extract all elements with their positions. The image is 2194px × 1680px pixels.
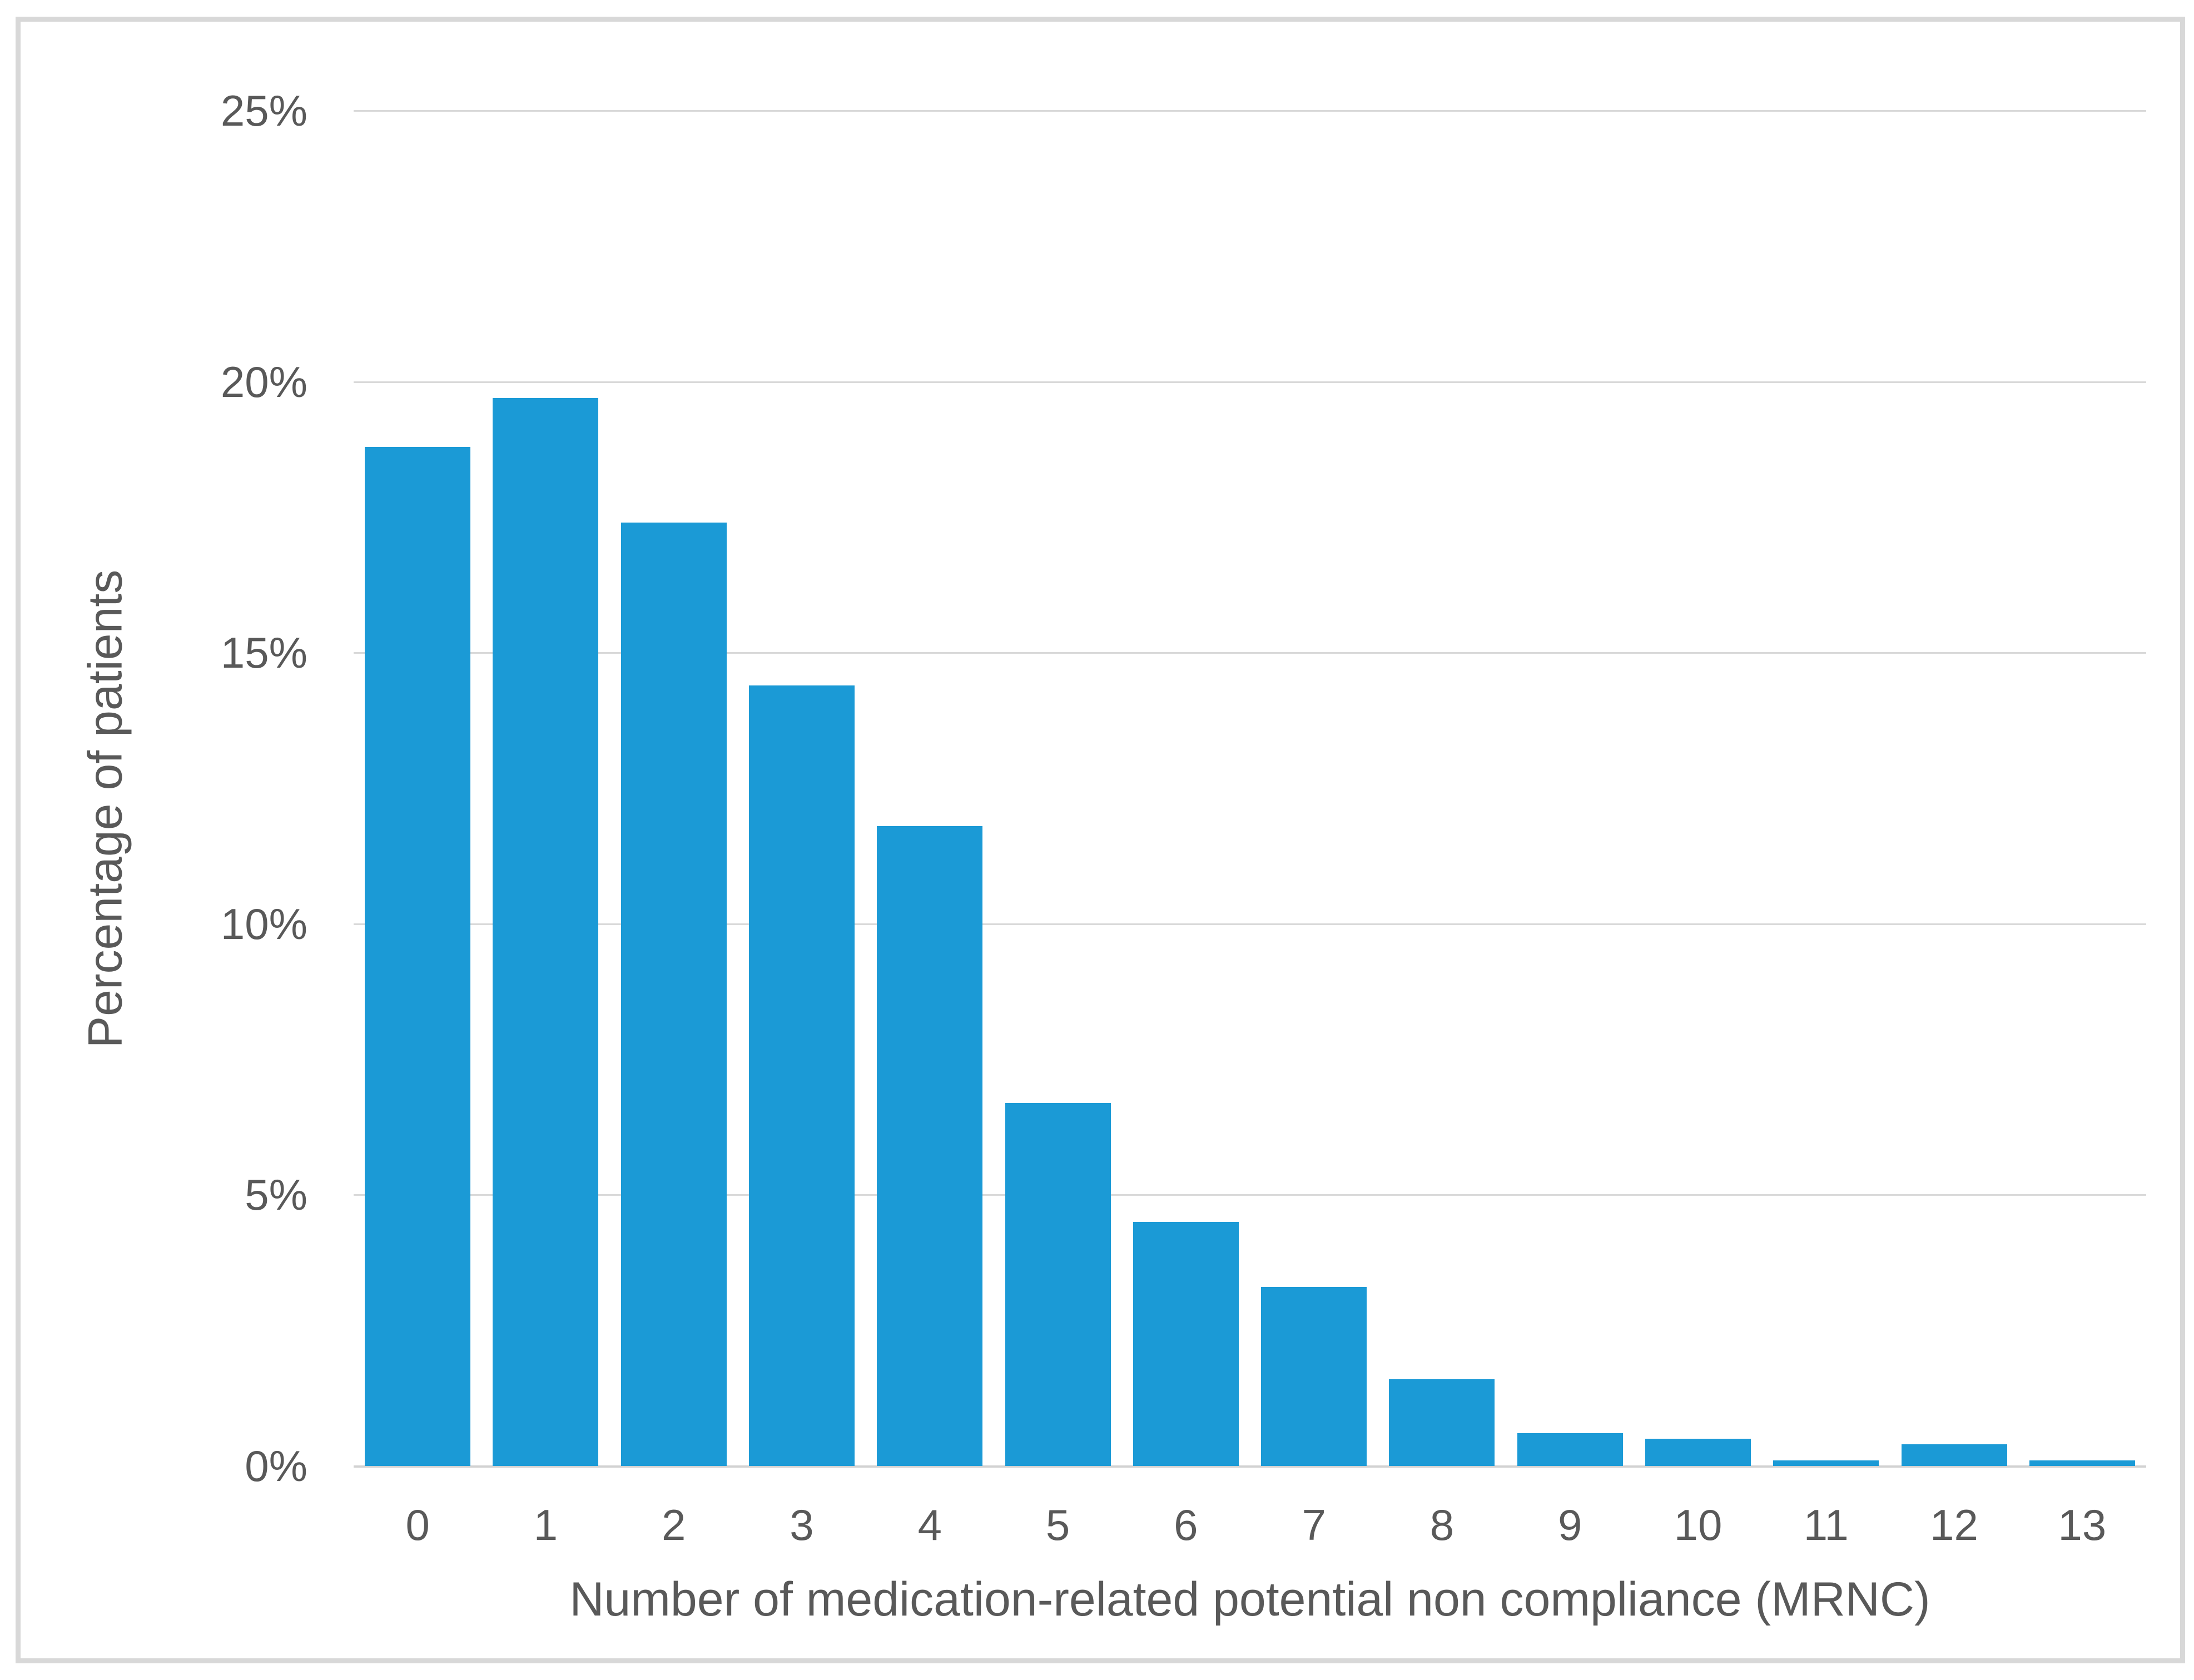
bar xyxy=(493,397,599,1466)
x-tick-label: 5 xyxy=(1045,1500,1070,1549)
y-axis-title: Percentage of patients xyxy=(78,569,132,1048)
bar xyxy=(1517,1433,1623,1466)
bar xyxy=(365,446,471,1466)
x-tick-label: 10 xyxy=(1674,1500,1723,1549)
x-tick-label: 2 xyxy=(662,1500,686,1549)
y-tick-label: 25% xyxy=(220,86,307,135)
gridline xyxy=(354,110,2146,112)
x-tick-label: 13 xyxy=(2058,1500,2107,1549)
x-tick-label: 0 xyxy=(405,1500,430,1549)
x-axis-title: Number of medication-related potential n… xyxy=(569,1573,1930,1626)
bar xyxy=(1133,1222,1239,1466)
x-tick-label: 4 xyxy=(917,1500,942,1549)
bar xyxy=(621,523,727,1466)
gridline xyxy=(354,1194,2146,1196)
bar xyxy=(1645,1439,1751,1466)
y-tick-label: 5% xyxy=(245,1170,307,1220)
x-tick-label: 11 xyxy=(1803,1500,1849,1549)
x-tick-label: 12 xyxy=(1930,1500,1978,1549)
x-axis-line xyxy=(354,1465,2146,1468)
x-tick-label: 3 xyxy=(790,1500,814,1549)
gridline xyxy=(354,652,2146,654)
x-tick-label: 8 xyxy=(1429,1500,1455,1549)
bar xyxy=(1389,1379,1495,1466)
x-tick-label: 7 xyxy=(1302,1500,1326,1549)
bar xyxy=(1773,1460,1879,1466)
y-tick-label: 0% xyxy=(245,1442,307,1490)
y-tick-label: 10% xyxy=(220,899,307,948)
y-tick-label: 15% xyxy=(220,628,307,678)
plot-area xyxy=(354,110,2146,1468)
x-tick-label: 6 xyxy=(1174,1500,1198,1549)
x-tick-label: 9 xyxy=(1558,1500,1582,1549)
y-tick-label: 20% xyxy=(220,357,307,406)
x-tick-label: 1 xyxy=(533,1500,558,1549)
gridline xyxy=(354,923,2146,925)
bar xyxy=(1005,1102,1111,1466)
bar xyxy=(1261,1287,1367,1466)
gridline xyxy=(354,381,2146,383)
bar xyxy=(1901,1444,2007,1466)
bar xyxy=(2029,1460,2135,1466)
bar xyxy=(877,826,983,1466)
bar xyxy=(749,685,855,1466)
